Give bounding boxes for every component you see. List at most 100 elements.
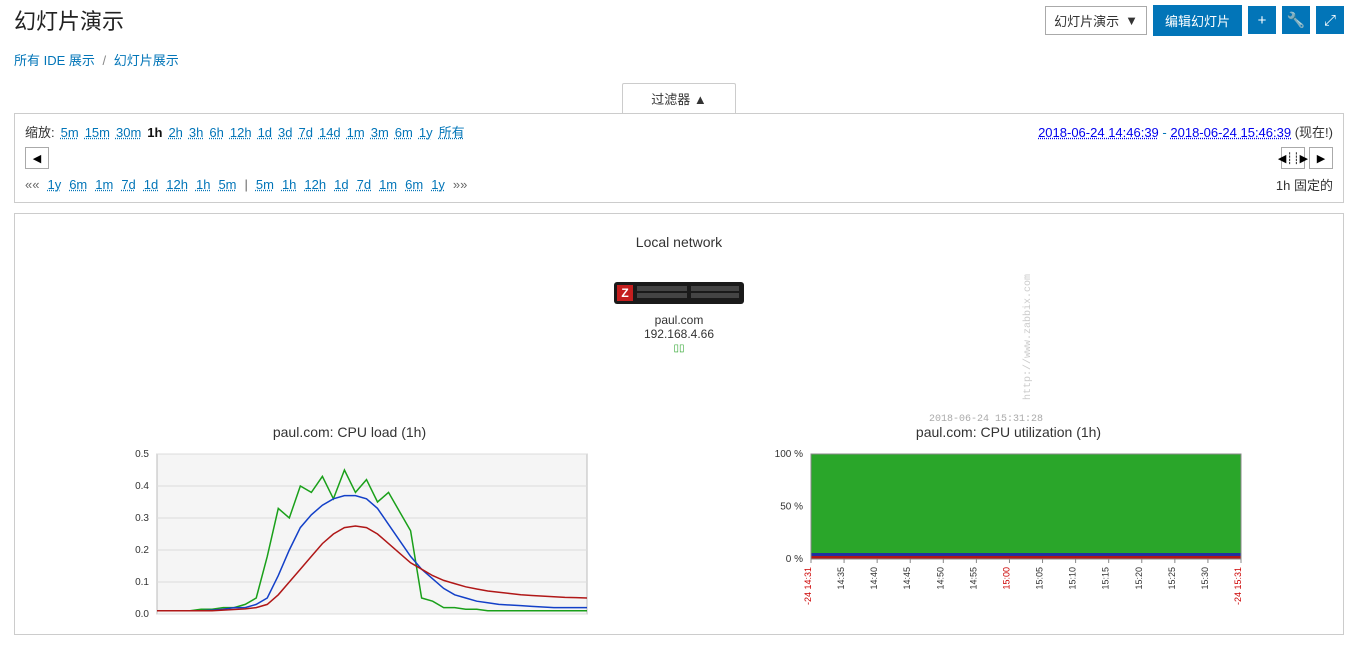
chart1-title: paul.com: CPU load (1h): [35, 424, 664, 440]
config-button[interactable]: 🔧: [1282, 6, 1310, 34]
add-button[interactable]: +: [1248, 6, 1276, 34]
zoom-option-1h[interactable]: 1h: [147, 125, 162, 140]
header-actions: 幻灯片演示 ▼ 编辑幻灯片 + 🔧 ⤢: [1045, 5, 1344, 36]
filter-panel: 缩放: 5m 15m 30m 1h 2h 3h 6h 12h 1d 3d 7d 14d 1m 3m 6m 1y…: [14, 113, 1344, 203]
breadcrumb-separator: /: [99, 53, 111, 68]
nav-prev-button[interactable]: ◀: [25, 147, 49, 169]
zoom-option-30m[interactable]: 30m: [116, 125, 141, 140]
filter-tab[interactable]: 过滤器 ▲: [622, 83, 736, 113]
chart1-svg: 0.00.10.20.30.40.5: [102, 446, 597, 624]
fullscreen-button[interactable]: ⤢: [1316, 6, 1344, 34]
zoom-option-12h[interactable]: 12h: [230, 125, 252, 140]
nav-fwd-1d[interactable]: 1d: [334, 177, 348, 192]
slideshow-select-label: 幻灯片演示: [1054, 11, 1119, 30]
zoom-option-1d[interactable]: 1d: [258, 125, 272, 140]
svg-text:0.4: 0.4: [135, 481, 149, 492]
map-timestamp: 2018-06-24 15:31:28: [929, 414, 1043, 425]
zoom-option-14d[interactable]: 14d: [319, 125, 341, 140]
svg-text:0 %: 0 %: [786, 554, 803, 565]
breadcrumb: 所有 IDE 展示 / 幻灯片展示: [0, 50, 1358, 79]
bottom-sep: |: [245, 177, 248, 192]
zoom-label: 缩放:: [25, 122, 55, 141]
zoom-options: 缩放: 5m 15m 30m 1h 2h 3h 6h 12h 1d 3d 7d 14d 1m 3m 6m 1y…: [25, 122, 471, 141]
svg-text:0.1: 0.1: [135, 577, 149, 588]
zoom-option-7d[interactable]: 7d: [299, 125, 313, 140]
date-from[interactable]: 2018-06-24 14:46:39: [1038, 125, 1159, 140]
zoom-option-1m[interactable]: 1m: [347, 125, 365, 140]
nav-zoom-out-button[interactable]: ◀┊┊▶: [1281, 147, 1305, 169]
date-range: 2018-06-24 14:46:39 - 2018-06-24 15:46:3…: [1038, 122, 1333, 141]
nav-back-1d[interactable]: 1d: [144, 177, 158, 192]
svg-text:15:25: 15:25: [1167, 567, 1177, 590]
zoom-option-6h[interactable]: 6h: [209, 125, 223, 140]
filter-tab-label: 过滤器: [651, 92, 690, 107]
zoom-option-2h[interactable]: 2h: [168, 125, 182, 140]
edit-slideshow-button[interactable]: 编辑幻灯片: [1153, 5, 1242, 36]
triangle-left-icon: ◀: [33, 152, 41, 165]
breadcrumb-current: 幻灯片展示: [114, 53, 179, 68]
dropdown-icon: ▼: [1125, 13, 1138, 28]
zoom-out-icon: ◀┊┊▶: [1278, 152, 1308, 165]
content-panel: Local network http://www.zabbix.com 2018…: [14, 213, 1344, 635]
chart2-svg: 0 %50 %100 %-24 14:3114:3514:4014:4514:5…: [756, 446, 1261, 609]
svg-text:0.0: 0.0: [135, 609, 149, 620]
zoom-option-6m[interactable]: 6m: [395, 125, 413, 140]
nav-fwd-1h[interactable]: 1h: [282, 177, 296, 192]
nav-fwd-7d[interactable]: 7d: [357, 177, 371, 192]
zoom-option-15m[interactable]: 15m: [85, 125, 110, 140]
filter-tab-wrap: 过滤器 ▲: [0, 83, 1358, 113]
zoom-option-所有[interactable]: 所有: [439, 125, 465, 140]
svg-text:15:20: 15:20: [1134, 567, 1144, 590]
svg-text:15:10: 15:10: [1068, 567, 1078, 590]
zoom-option-3m[interactable]: 3m: [371, 125, 389, 140]
svg-text:15:05: 15:05: [1035, 567, 1045, 590]
svg-text:15:15: 15:15: [1101, 567, 1111, 590]
nav-fwd-6m[interactable]: 6m: [405, 177, 423, 192]
nav-double-right[interactable]: »»: [453, 177, 467, 192]
nav-next-button[interactable]: ▶: [1309, 147, 1333, 169]
nav-row: ◀ ◀┊┊▶ ▶: [25, 147, 1333, 169]
nav-back-12h[interactable]: 12h: [166, 177, 188, 192]
date-now: (现在!): [1295, 125, 1333, 140]
zoom-option-3h[interactable]: 3h: [189, 125, 203, 140]
svg-text:50 %: 50 %: [780, 502, 803, 513]
svg-text:100 %: 100 %: [775, 449, 803, 460]
svg-text:14:35: 14:35: [836, 567, 846, 590]
nav-back-7d[interactable]: 7d: [121, 177, 135, 192]
svg-text:0.5: 0.5: [135, 449, 149, 460]
svg-text:-24 14:31: -24 14:31: [803, 567, 813, 605]
slideshow-select[interactable]: 幻灯片演示 ▼: [1045, 6, 1147, 35]
nav-back-5m[interactable]: 5m: [218, 177, 236, 192]
nav-fwd-1y[interactable]: 1y: [431, 177, 445, 192]
nav-fwd-1m[interactable]: 1m: [379, 177, 397, 192]
host-block[interactable]: Z paul.com 192.168.4.66 ▯▯: [35, 278, 1323, 354]
svg-text:15:00: 15:00: [1001, 567, 1011, 590]
map-title: Local network: [35, 234, 1323, 250]
chart-cpu-util: paul.com: CPU utilization (1h) 0 % 50 % 10…: [694, 424, 1323, 624]
nav-back-6m[interactable]: 6m: [69, 177, 87, 192]
nav-double-left[interactable]: ««: [25, 177, 39, 192]
nav-back-1y[interactable]: 1y: [47, 177, 61, 192]
server-icon: Z: [614, 278, 744, 306]
svg-text:Z: Z: [621, 286, 628, 300]
nav-back-1h[interactable]: 1h: [196, 177, 210, 192]
nav-back-1m[interactable]: 1m: [95, 177, 113, 192]
svg-text:14:50: 14:50: [935, 567, 945, 590]
host-status: ▯▯: [35, 343, 1323, 354]
nav-fwd-12h[interactable]: 12h: [304, 177, 326, 192]
svg-text:14:45: 14:45: [902, 567, 912, 590]
charts-row: paul.com: CPU load (1h) 0.00.10.20.30.40…: [35, 424, 1323, 624]
header: 幻灯片演示 幻灯片演示 ▼ 编辑幻灯片 + 🔧 ⤢: [0, 0, 1358, 50]
nav-fwd-5m[interactable]: 5m: [256, 177, 274, 192]
breadcrumb-root[interactable]: 所有 IDE 展示: [14, 53, 95, 68]
zoom-option-1y[interactable]: 1y: [419, 125, 433, 140]
zoom-option-3d[interactable]: 3d: [278, 125, 292, 140]
chart2-title: paul.com: CPU utilization (1h): [694, 424, 1323, 440]
bottom-links-left: «« 1y 6m 1m 7d 1d 12h 1h 5m | 5m 1h 12h 1d 7d 1m 6m 1y…: [25, 177, 467, 192]
zoom-row: 缩放: 5m 15m 30m 1h 2h 3h 6h 12h 1d 3d 7d 14d 1m 3m 6m 1y…: [25, 122, 1333, 141]
expand-icon: ⤢: [1324, 12, 1336, 29]
svg-text:0.3: 0.3: [135, 513, 149, 524]
zoom-option-5m[interactable]: 5m: [61, 125, 79, 140]
date-to[interactable]: 2018-06-24 15:46:39: [1170, 125, 1291, 140]
host-ip: 192.168.4.66: [35, 327, 1323, 341]
